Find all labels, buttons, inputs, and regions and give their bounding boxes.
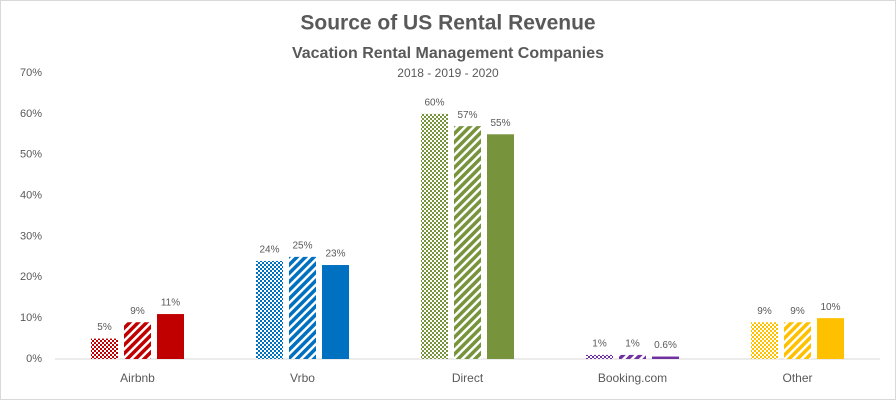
- bar: [256, 260, 283, 359]
- chart-title: Source of US Rental Revenue: [300, 12, 595, 35]
- y-tick-label: 70%: [20, 67, 42, 79]
- data-label: 55%: [490, 118, 510, 129]
- bar: [487, 134, 514, 359]
- y-tick-label: 30%: [20, 230, 42, 242]
- y-tick-label: 40%: [20, 189, 42, 201]
- x-tick-label: Booking.com: [598, 371, 667, 385]
- y-tick-label: 60%: [20, 108, 42, 120]
- data-label: 10%: [820, 302, 840, 313]
- data-label: 24%: [259, 245, 279, 256]
- bar: [751, 322, 778, 359]
- data-label: 1%: [592, 339, 607, 350]
- data-label: 23%: [325, 249, 345, 260]
- bar: [124, 322, 151, 359]
- bar: [652, 356, 679, 359]
- x-tick-label: Other: [782, 371, 812, 385]
- data-label: 57%: [457, 110, 477, 121]
- chart-years: 2018 - 2019 - 2020: [397, 66, 499, 80]
- bar: [289, 256, 316, 359]
- bar: [619, 354, 646, 359]
- bar: [817, 318, 844, 359]
- bar: [454, 126, 481, 359]
- bar: [322, 265, 349, 359]
- bar: [91, 338, 118, 359]
- y-tick-label: 0%: [26, 353, 42, 365]
- data-label: 9%: [130, 306, 145, 317]
- x-tick-label: Direct: [452, 371, 484, 385]
- data-label: 9%: [790, 306, 805, 317]
- y-tick-label: 20%: [20, 271, 42, 283]
- data-label: 1%: [625, 339, 640, 350]
- data-label: 0.6%: [654, 340, 677, 351]
- x-tick-label: Airbnb: [120, 371, 155, 385]
- data-label: 5%: [97, 322, 112, 333]
- y-tick-label: 50%: [20, 149, 42, 161]
- bar: [157, 314, 184, 359]
- data-label: 11%: [161, 298, 180, 309]
- data-label: 9%: [757, 306, 772, 317]
- y-tick-label: 10%: [20, 312, 42, 324]
- bar: [586, 354, 613, 359]
- bar: [421, 113, 448, 359]
- data-label: 60%: [424, 97, 444, 108]
- x-tick-label: Vrbo: [290, 371, 315, 385]
- chart-subtitle: Vacation Rental Management Companies: [292, 45, 604, 62]
- bar: [784, 322, 811, 359]
- data-label: 25%: [292, 240, 312, 251]
